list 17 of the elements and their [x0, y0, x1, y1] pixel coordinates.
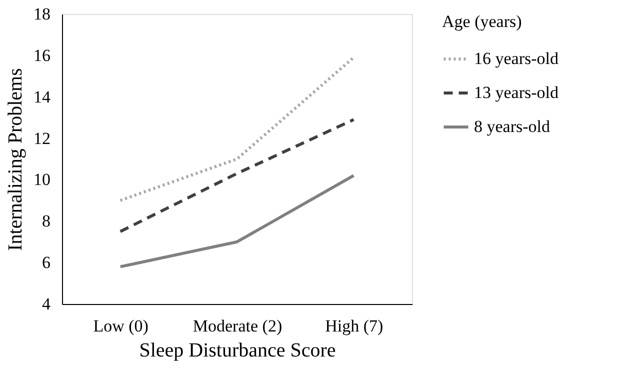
y-tick-label: 12 — [34, 128, 50, 148]
y-tick-label: 10 — [34, 170, 50, 190]
y-tick-label: 16 — [34, 46, 50, 65]
legend-label: 16 years-old — [474, 49, 559, 68]
x-tick-label: Low (0) — [93, 316, 148, 336]
y-tick-label: 14 — [34, 87, 51, 106]
x-axis-title: Sleep Disturbance Score — [139, 340, 336, 362]
y-axis-title: Internalizing Problems — [4, 68, 26, 251]
y-tick-label: 4 — [42, 294, 51, 314]
y-tick-label: 6 — [42, 253, 50, 272]
y-tick-label: 8 — [42, 212, 50, 231]
legend-label: 8 years-old — [474, 117, 550, 136]
x-tick-label: High (7) — [325, 316, 384, 336]
legend-title: Age (years) — [442, 12, 522, 31]
y-tick-label: 18 — [34, 4, 50, 24]
x-tick-label: Moderate (2) — [192, 316, 282, 336]
legend-label: 13 years-old — [474, 83, 559, 102]
